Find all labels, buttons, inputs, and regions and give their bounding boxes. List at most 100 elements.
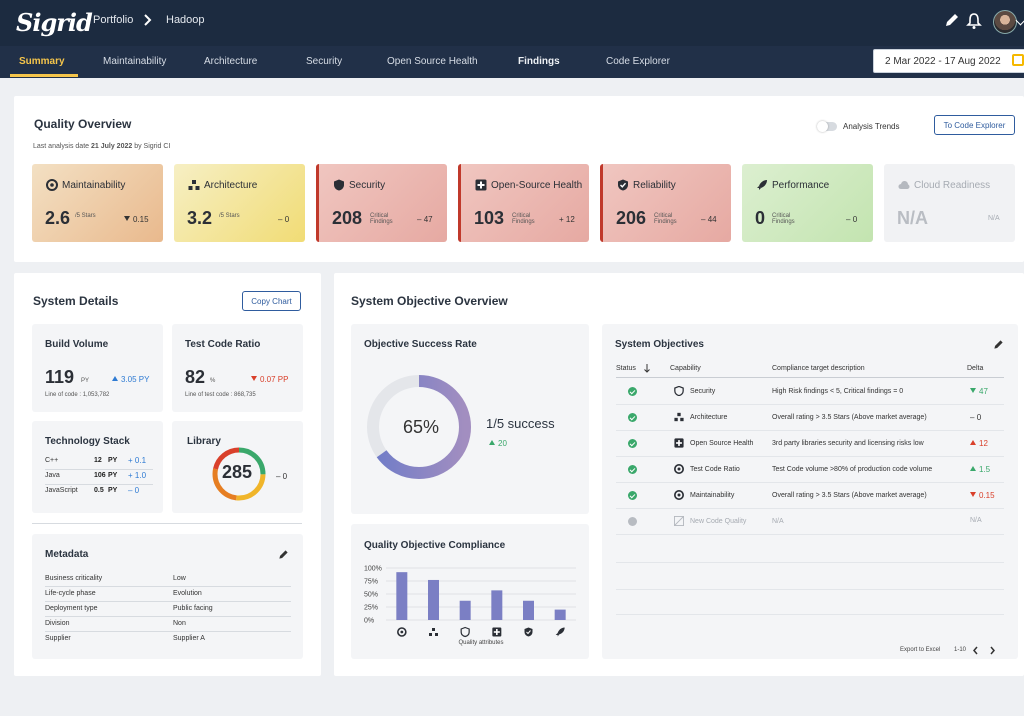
bar-performance[interactable] (554, 609, 566, 620)
copy-chart-button[interactable]: Copy Chart (242, 291, 301, 311)
kpi-delta-sign: – (846, 215, 851, 224)
bar-security[interactable] (459, 600, 471, 620)
export-to-excel-link[interactable]: Export to Excel (900, 647, 941, 653)
y-tick-label: 75% (364, 579, 378, 586)
open-source-icon (674, 438, 684, 448)
edit-icon[interactable] (944, 12, 960, 28)
metadata-key: Supplier (45, 635, 71, 642)
divider (45, 601, 291, 602)
kpi-open-source-health[interactable]: Open-Source Health 103 Critical Findings… (458, 164, 589, 242)
bar-architecture[interactable] (428, 579, 439, 620)
compliance-bar-chart: 100% 75% 50% 25% 0% Quality attributes (364, 566, 576, 646)
kpi-architecture[interactable]: Architecture 3.2 /5 Stars – 0 (174, 164, 305, 242)
kpi-delta: – 0 (278, 215, 289, 224)
kpi-value: 103 (474, 208, 505, 228)
objective-capability: Architecture (690, 414, 728, 421)
kpi-value: 3.2 (187, 208, 213, 228)
metadata-value: Non (173, 620, 186, 627)
tab-open-source-health[interactable]: Open Source Health (387, 56, 478, 67)
notification-bell-icon[interactable] (966, 12, 982, 30)
triangle-down-icon (251, 376, 257, 381)
kpi-cloud-readiness[interactable]: Cloud Readiness N/A N/A (884, 164, 1015, 242)
quality-objective-compliance-card (351, 524, 589, 659)
objective-delta-value: 1.5 (979, 465, 991, 474)
test-code-icon (674, 464, 684, 474)
kpi-unit: Critical Findings (654, 213, 677, 225)
technology-stack-title: Technology Stack (45, 436, 130, 447)
kpi-maintainability[interactable]: Maintainability 2.6 /5 Stars 0.15 (32, 164, 163, 242)
header-capability: Capability (670, 365, 701, 372)
objective-description: High Risk findings < 5, Critical finding… (772, 388, 904, 395)
kpi-reliability[interactable]: Reliability 206 Critical Findings – 44 (600, 164, 731, 242)
sort-arrow-down-icon[interactable] (644, 364, 650, 373)
divider (45, 631, 291, 632)
kpi-delta-value: 47 (423, 215, 433, 224)
tab-summary[interactable]: Summary (19, 56, 65, 67)
quality-overview-title: Quality Overview (34, 117, 132, 131)
breadcrumb-system[interactable]: Hadoop (166, 14, 205, 26)
tab-findings[interactable]: Findings (518, 56, 560, 67)
kpi-security[interactable]: Security 208 Critical Findings – 47 (316, 164, 447, 242)
kpi-title: Open-Source Health (491, 180, 583, 191)
success-percent: 65% (403, 417, 440, 437)
edit-icon[interactable] (993, 339, 1004, 350)
chevron-right-icon[interactable] (989, 646, 996, 655)
table-row[interactable]: Architecture Overall rating > 3.5 Stars … (616, 405, 1004, 431)
chevron-left-icon[interactable] (972, 646, 979, 655)
divider (45, 484, 153, 485)
table-row[interactable]: Test Code Ratio Test Code volume >80% of… (616, 457, 1004, 483)
edit-icon[interactable] (278, 549, 289, 560)
architecture-icon (429, 628, 438, 636)
to-code-explorer-button[interactable]: To Code Explorer (934, 115, 1015, 135)
table-row[interactable]: Open Source Health 3rd party libraries s… (616, 431, 1004, 457)
build-volume-value: 119 (45, 367, 75, 387)
new-code-quality-icon (674, 516, 684, 526)
kpi-delta-sign: – (701, 215, 706, 224)
table-row[interactable]: New Code Quality N/A N/A (616, 509, 1004, 535)
table-row[interactable]: Security High Risk findings < 5, Critica… (616, 379, 1004, 405)
open-source-icon (475, 179, 487, 191)
divider (32, 523, 302, 524)
app-logo[interactable]: Sigrid (16, 8, 93, 37)
y-tick-label: 50% (364, 592, 378, 599)
breadcrumb-portfolio[interactable]: Portfolio (93, 14, 134, 26)
kpi-value: 208 (332, 208, 363, 228)
divider (45, 616, 291, 617)
library-ring (212, 447, 266, 501)
bar-maintainability[interactable] (396, 572, 408, 620)
divider (45, 586, 291, 587)
metadata-card (32, 534, 303, 659)
objective-delta-value: 0 (976, 413, 982, 422)
date-range-picker[interactable]: 2 Mar 2022 - 17 Aug 2022 (873, 49, 1024, 73)
open-source-icon (492, 627, 502, 637)
analysis-trends-toggle[interactable] (817, 121, 837, 132)
triangle-up-icon (970, 466, 976, 471)
objective-capability: Test Code Ratio (690, 466, 740, 473)
bar-open-source[interactable] (491, 590, 503, 620)
calendar-icon[interactable] (1012, 54, 1024, 66)
maintainability-icon (397, 627, 407, 637)
kpi-performance[interactable]: Performance 0 Critical Findings – 0 (742, 164, 873, 242)
y-tick-label: 100% (364, 566, 382, 573)
tab-security[interactable]: Security (306, 56, 343, 67)
test-code-ratio-trend: 0.07 PP (251, 375, 288, 384)
build-volume-footnote: Line of code : 1,053,782 (45, 392, 110, 398)
kpi-value: 2.6 (45, 208, 71, 228)
tab-code-explorer[interactable]: Code Explorer (606, 56, 670, 67)
check-circle-icon (628, 439, 637, 448)
tab-architecture[interactable]: Architecture (204, 56, 258, 67)
success-donut-arc (367, 375, 471, 479)
bar-reliability[interactable] (523, 600, 534, 620)
objective-delta: 0.15 (970, 491, 995, 500)
header-status[interactable]: Status (616, 365, 636, 372)
metadata-value: Supplier A (173, 635, 205, 642)
objective-delta-value: 12 (979, 439, 988, 448)
tab-maintainability[interactable]: Maintainability (103, 56, 167, 67)
tech-lang: Java (45, 472, 60, 479)
avatar[interactable] (993, 10, 1017, 34)
check-circle-icon (628, 387, 637, 396)
table-row[interactable]: Maintainability Overall rating > 3.5 Sta… (616, 483, 1004, 509)
test-code-ratio-card (172, 324, 303, 412)
test-code-ratio-value: 82 (185, 367, 206, 387)
kpi-delta: + 12 (559, 215, 575, 224)
